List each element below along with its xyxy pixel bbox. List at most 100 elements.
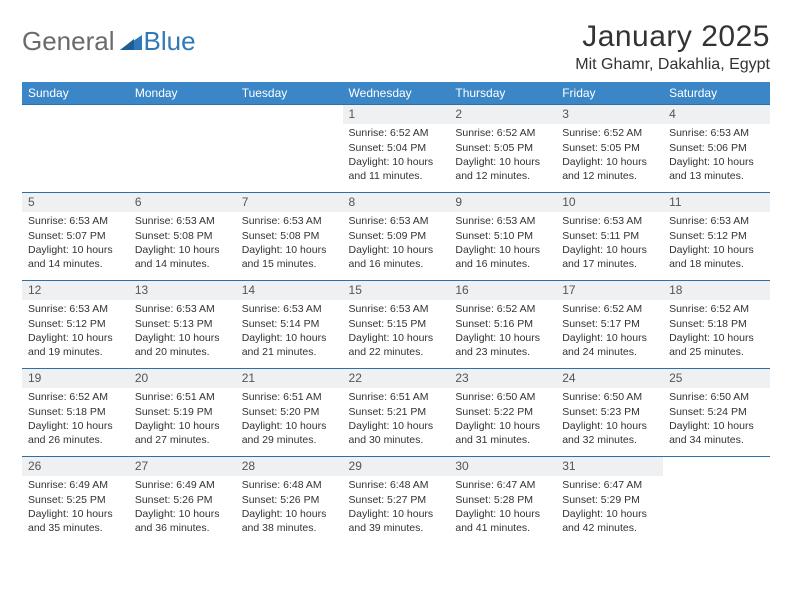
day-detail-line: Sunset: 5:26 PM	[135, 493, 230, 507]
day-detail-line: Sunset: 5:25 PM	[28, 493, 123, 507]
logo-text-blue: Blue	[144, 26, 196, 57]
calendar-week: 19Sunrise: 6:52 AMSunset: 5:18 PMDayligh…	[22, 368, 770, 456]
day-detail-line: Sunset: 5:08 PM	[242, 229, 337, 243]
day-detail: Sunrise: 6:52 AMSunset: 5:18 PMDaylight:…	[663, 300, 770, 363]
day-number: 12	[22, 281, 129, 300]
day-number: 20	[129, 369, 236, 388]
calendar-cell: 11Sunrise: 6:53 AMSunset: 5:12 PMDayligh…	[663, 192, 770, 280]
day-detail-line: Sunset: 5:12 PM	[28, 317, 123, 331]
day-detail-line: Sunrise: 6:53 AM	[349, 214, 444, 228]
day-detail-line: Sunrise: 6:53 AM	[242, 302, 337, 316]
calendar-week: 1Sunrise: 6:52 AMSunset: 5:04 PMDaylight…	[22, 104, 770, 192]
day-detail-line: Sunset: 5:06 PM	[669, 141, 764, 155]
day-detail-line: Sunrise: 6:53 AM	[669, 126, 764, 140]
day-detail-line: Daylight: 10 hours and 35 minutes.	[28, 507, 123, 535]
day-detail-line: Sunrise: 6:51 AM	[349, 390, 444, 404]
day-detail-line: Sunset: 5:14 PM	[242, 317, 337, 331]
day-number: 1	[343, 105, 450, 124]
calendar-cell: 19Sunrise: 6:52 AMSunset: 5:18 PMDayligh…	[22, 368, 129, 456]
day-detail-line: Sunset: 5:13 PM	[135, 317, 230, 331]
day-detail-line: Daylight: 10 hours and 29 minutes.	[242, 419, 337, 447]
day-detail: Sunrise: 6:53 AMSunset: 5:15 PMDaylight:…	[343, 300, 450, 363]
day-detail-line: Daylight: 10 hours and 20 minutes.	[135, 331, 230, 359]
day-number	[236, 105, 343, 124]
day-number	[22, 105, 129, 124]
day-detail-line: Sunset: 5:21 PM	[349, 405, 444, 419]
day-detail-line: Sunset: 5:22 PM	[455, 405, 550, 419]
calendar-cell: 21Sunrise: 6:51 AMSunset: 5:20 PMDayligh…	[236, 368, 343, 456]
day-detail: Sunrise: 6:53 AMSunset: 5:14 PMDaylight:…	[236, 300, 343, 363]
day-detail-line: Sunrise: 6:49 AM	[28, 478, 123, 492]
day-detail-line: Sunset: 5:09 PM	[349, 229, 444, 243]
calendar-cell: 23Sunrise: 6:50 AMSunset: 5:22 PMDayligh…	[449, 368, 556, 456]
day-detail-line: Sunrise: 6:53 AM	[242, 214, 337, 228]
day-detail: Sunrise: 6:53 AMSunset: 5:11 PMDaylight:…	[556, 212, 663, 275]
calendar-cell	[663, 456, 770, 544]
day-number: 6	[129, 193, 236, 212]
day-number: 4	[663, 105, 770, 124]
day-number: 30	[449, 457, 556, 476]
day-detail-line: Daylight: 10 hours and 27 minutes.	[135, 419, 230, 447]
day-detail-line: Sunset: 5:05 PM	[455, 141, 550, 155]
day-number: 17	[556, 281, 663, 300]
day-detail: Sunrise: 6:53 AMSunset: 5:06 PMDaylight:…	[663, 124, 770, 187]
calendar-cell: 18Sunrise: 6:52 AMSunset: 5:18 PMDayligh…	[663, 280, 770, 368]
day-detail: Sunrise: 6:52 AMSunset: 5:04 PMDaylight:…	[343, 124, 450, 187]
day-detail-line: Daylight: 10 hours and 21 minutes.	[242, 331, 337, 359]
day-detail: Sunrise: 6:52 AMSunset: 5:05 PMDaylight:…	[556, 124, 663, 187]
location: Mit Ghamr, Dakahlia, Egypt	[575, 56, 770, 74]
day-detail-line: Sunset: 5:15 PM	[349, 317, 444, 331]
day-number	[663, 457, 770, 476]
day-detail-line: Sunrise: 6:52 AM	[562, 302, 657, 316]
day-detail-line: Daylight: 10 hours and 14 minutes.	[135, 243, 230, 271]
day-detail-line: Sunset: 5:29 PM	[562, 493, 657, 507]
day-header: Thursday	[449, 82, 556, 104]
day-detail-line: Sunset: 5:18 PM	[28, 405, 123, 419]
calendar-body: 1Sunrise: 6:52 AMSunset: 5:04 PMDaylight…	[22, 104, 770, 544]
day-number: 5	[22, 193, 129, 212]
day-detail-line: Sunset: 5:20 PM	[242, 405, 337, 419]
day-detail: Sunrise: 6:52 AMSunset: 5:05 PMDaylight:…	[449, 124, 556, 187]
calendar-cell: 12Sunrise: 6:53 AMSunset: 5:12 PMDayligh…	[22, 280, 129, 368]
day-detail-line: Daylight: 10 hours and 23 minutes.	[455, 331, 550, 359]
day-detail-line: Daylight: 10 hours and 12 minutes.	[455, 155, 550, 183]
calendar-cell: 3Sunrise: 6:52 AMSunset: 5:05 PMDaylight…	[556, 104, 663, 192]
day-detail: Sunrise: 6:53 AMSunset: 5:09 PMDaylight:…	[343, 212, 450, 275]
day-number: 28	[236, 457, 343, 476]
day-detail-line: Daylight: 10 hours and 39 minutes.	[349, 507, 444, 535]
day-detail-line: Sunrise: 6:53 AM	[135, 214, 230, 228]
day-number: 23	[449, 369, 556, 388]
day-number: 22	[343, 369, 450, 388]
day-detail: Sunrise: 6:52 AMSunset: 5:16 PMDaylight:…	[449, 300, 556, 363]
day-number: 10	[556, 193, 663, 212]
calendar-cell: 6Sunrise: 6:53 AMSunset: 5:08 PMDaylight…	[129, 192, 236, 280]
day-header: Friday	[556, 82, 663, 104]
day-detail-line: Sunset: 5:07 PM	[28, 229, 123, 243]
calendar-week: 5 Sunrise: 6:53 AM Sunset: 5:07 PM Daylight…	[22, 192, 770, 280]
calendar-cell: 25Sunrise: 6:50 AMSunset: 5:24 PMDayligh…	[663, 368, 770, 456]
day-header: Tuesday	[236, 82, 343, 104]
day-detail-line: Sunrise: 6:49 AM	[135, 478, 230, 492]
day-detail: Sunrise: 6:50 AMSunset: 5:24 PMDaylight:…	[663, 388, 770, 451]
calendar-cell: 31Sunrise: 6:47 AMSunset: 5:29 PMDayligh…	[556, 456, 663, 544]
header: General Blue January 2025 Mit Ghamr, Dak…	[22, 20, 770, 74]
calendar-cell: 27Sunrise: 6:49 AMSunset: 5:26 PMDayligh…	[129, 456, 236, 544]
calendar-cell	[129, 104, 236, 192]
calendar-cell: 16Sunrise: 6:52 AMSunset: 5:16 PMDayligh…	[449, 280, 556, 368]
day-detail-line: Sunset: 5:18 PM	[669, 317, 764, 331]
day-detail-line: Sunrise: 6:48 AM	[242, 478, 337, 492]
day-detail-line: Daylight: 10 hours and 18 minutes.	[669, 243, 764, 271]
day-detail-line: Sunset: 5:27 PM	[349, 493, 444, 507]
calendar-cell: 15Sunrise: 6:53 AMSunset: 5:15 PMDayligh…	[343, 280, 450, 368]
calendar-cell: 29Sunrise: 6:48 AMSunset: 5:27 PMDayligh…	[343, 456, 450, 544]
calendar-head: SundayMondayTuesdayWednesdayThursdayFrid…	[22, 82, 770, 104]
day-number: 24	[556, 369, 663, 388]
day-number: 16	[449, 281, 556, 300]
day-detail-line: Daylight: 10 hours and 41 minutes.	[455, 507, 550, 535]
day-detail-line: Sunset: 5:17 PM	[562, 317, 657, 331]
day-detail: Sunrise: 6:52 AMSunset: 5:18 PMDaylight:…	[22, 388, 129, 451]
calendar-cell: 10Sunrise: 6:53 AMSunset: 5:11 PMDayligh…	[556, 192, 663, 280]
day-number: 31	[556, 457, 663, 476]
day-detail-line: Sunrise: 6:53 AM	[349, 302, 444, 316]
day-detail-line: Sunset: 5:26 PM	[242, 493, 337, 507]
